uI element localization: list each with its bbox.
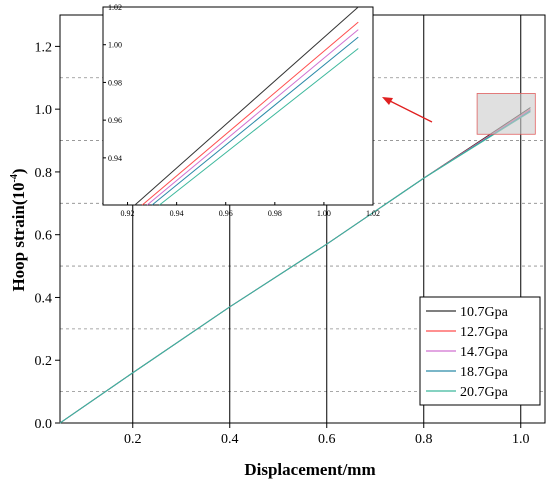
y-tick-label: 0.2 xyxy=(35,354,53,369)
zoom-arrow-head xyxy=(382,97,393,105)
x-tick-label: 0.4 xyxy=(221,432,239,447)
inset-y-tick-label: 0.94 xyxy=(108,154,122,163)
inset-x-tick-label: 0.94 xyxy=(170,209,184,218)
x-tick-label: 0.6 xyxy=(318,432,336,447)
inset-x-tick-label: 1.00 xyxy=(317,209,331,218)
legend-label: 14.7Gpa xyxy=(460,345,509,360)
x-tick-label: 0.8 xyxy=(415,432,433,447)
y-axis-label-exponent: -4 xyxy=(9,174,20,182)
legend-label: 10.7Gpa xyxy=(460,305,509,320)
inset-series-line xyxy=(134,6,359,206)
y-tick-label: 0.8 xyxy=(35,166,53,181)
y-axis-label: Hoop strain(10-4) xyxy=(9,168,28,291)
inset-y-tick-label: 0.96 xyxy=(108,116,122,125)
zoom-highlight-box xyxy=(476,93,536,135)
legend-label: 20.7Gpa xyxy=(460,385,509,400)
inset-x-tick-label: 1.02 xyxy=(366,209,380,218)
y-tick-label: 1.0 xyxy=(35,103,53,118)
legend-label: 18.7Gpa xyxy=(460,365,509,380)
x-axis-label: Displacement/mm xyxy=(244,460,375,479)
inset-frame xyxy=(102,6,374,206)
inset-series-line xyxy=(159,48,359,206)
inset-plot-area: 0.92 0.94 0.96 0.98 1.00 1.02 0.94 0.96 0.98 1.00… xyxy=(102,3,380,218)
inset-y-tick-label: 0.98 xyxy=(108,78,122,87)
inset-y-tick-label: 1.02 xyxy=(108,3,122,12)
inset-series-line xyxy=(151,36,359,206)
y-axis-label-main: Hoop strain(10 xyxy=(9,182,28,291)
x-tick-label: 1.0 xyxy=(512,432,530,447)
inset-series-line xyxy=(141,21,359,206)
zoom-arrow-shaft xyxy=(389,100,433,123)
y-tick-label: 1.2 xyxy=(35,40,53,55)
series-line xyxy=(59,111,531,424)
inset-y-tick-label: 1.00 xyxy=(108,41,122,50)
legend: 10.7Gpa 12.7Gpa 14.7Gpa 18.7Gpa 20.7Gpa xyxy=(419,296,541,406)
inset-series-line xyxy=(146,29,359,206)
y-tick-label: 0.4 xyxy=(35,291,53,306)
y-axis-label-close: ) xyxy=(9,168,28,174)
y-tick-label: 0.0 xyxy=(35,417,53,432)
legend-label: 12.7Gpa xyxy=(460,325,509,340)
x-tick-label: 0.2 xyxy=(124,432,142,447)
inset-x-tick-label: 0.92 xyxy=(121,209,135,218)
inset-x-tick-label: 0.96 xyxy=(219,209,233,218)
y-tick-label: 0.6 xyxy=(35,229,53,244)
inset-x-tick-label: 0.98 xyxy=(268,209,282,218)
